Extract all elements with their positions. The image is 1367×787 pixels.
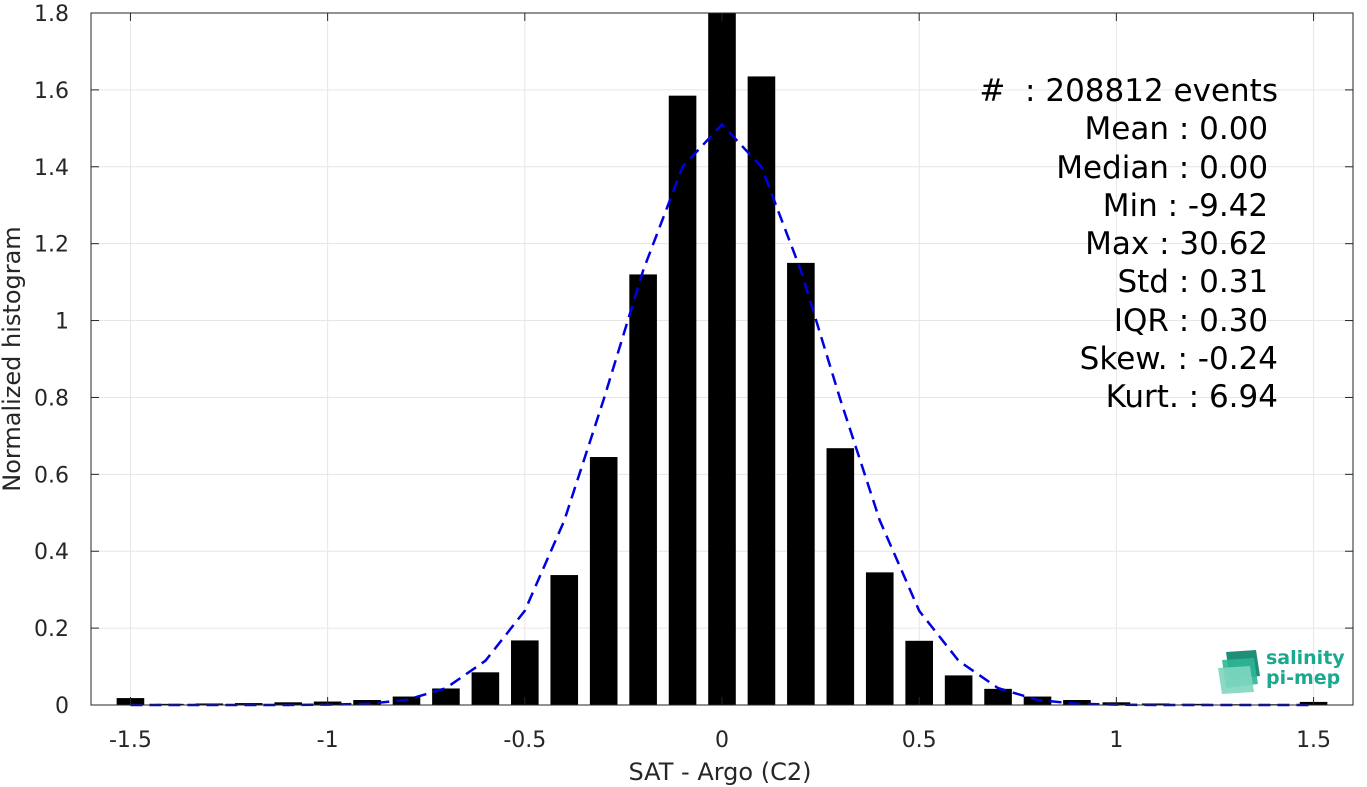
stat-max: Max : 30.62 bbox=[1085, 226, 1278, 263]
y-tick-label: 0.4 bbox=[34, 540, 69, 565]
y-axis-ticks: 0 0.2 0.4 0.6 0.8 1 1.2 1.4 1.6 1.8 bbox=[34, 2, 1353, 719]
histogram-bar bbox=[747, 76, 776, 705]
stat-skew: Skew. : -0.24 bbox=[1079, 341, 1278, 378]
y-tick-label: 0 bbox=[55, 694, 69, 719]
salinity-pimep-logo: salinity pi-mep bbox=[1216, 646, 1346, 694]
x-tick-label: 0 bbox=[715, 728, 729, 753]
histogram-bar bbox=[826, 448, 855, 705]
stat-std: Std : 0.31 bbox=[1117, 264, 1278, 301]
x-tick-label: 1.5 bbox=[1296, 728, 1331, 753]
histogram-bar bbox=[471, 672, 500, 705]
x-tick-label: -1 bbox=[317, 728, 339, 753]
histogram-bar bbox=[984, 688, 1012, 705]
histogram-bar bbox=[432, 688, 460, 705]
stat-kurt: Kurt. : 6.94 bbox=[1105, 379, 1278, 416]
logo-wave-icon bbox=[1218, 650, 1260, 694]
x-tick-label: 1 bbox=[1109, 728, 1123, 753]
stat-mean: Mean : 0.00 bbox=[1084, 111, 1278, 148]
logo-text-pimep: pi-mep bbox=[1266, 667, 1341, 689]
y-tick-label: 0.8 bbox=[34, 386, 69, 411]
histogram-bar bbox=[629, 274, 657, 705]
histogram-bar bbox=[353, 700, 381, 705]
y-tick-label: 1.6 bbox=[34, 79, 69, 104]
y-tick-label: 1.4 bbox=[34, 156, 69, 181]
stat-iqr: IQR : 0.30 bbox=[1113, 302, 1278, 339]
y-tick-label: 1 bbox=[55, 310, 69, 335]
y-tick-label: 1.8 bbox=[34, 2, 69, 27]
x-tick-label: -0.5 bbox=[503, 728, 546, 753]
histogram-bar bbox=[1063, 700, 1091, 705]
statistics-box: # : 208812 events Mean : 0.00 Median : 0… bbox=[940, 72, 1278, 417]
logo-text-salinity: salinity bbox=[1266, 647, 1345, 669]
x-tick-label: -1.5 bbox=[109, 728, 152, 753]
histogram-bar bbox=[787, 262, 815, 705]
y-tick-label: 0.2 bbox=[34, 617, 69, 642]
histogram-bar bbox=[905, 640, 933, 705]
histogram-bar bbox=[865, 572, 894, 705]
histogram-bar bbox=[274, 702, 302, 705]
histogram-bar bbox=[944, 675, 973, 705]
y-tick-label: 0.6 bbox=[34, 463, 69, 488]
x-tick-label: 0.5 bbox=[902, 728, 937, 753]
y-axis-label: Normalized histogram bbox=[0, 226, 26, 491]
histogram-bars bbox=[116, 13, 1328, 705]
x-axis-label: SAT - Argo (C2) bbox=[629, 758, 812, 786]
histogram-bar bbox=[708, 13, 736, 705]
stat-median: Median : 0.00 bbox=[1056, 149, 1278, 186]
histogram-bar bbox=[589, 457, 618, 705]
y-tick-label: 1.2 bbox=[34, 233, 69, 258]
histogram-bar bbox=[550, 575, 579, 705]
histogram-bar bbox=[1181, 703, 1210, 705]
stat-events: # : 208812 events bbox=[979, 73, 1278, 109]
x-axis-ticks: -1.5 -1 -0.5 0 0.5 1 1.5 bbox=[109, 13, 1331, 753]
histogram-bar bbox=[668, 95, 697, 705]
histogram-bar bbox=[511, 640, 539, 705]
stat-min: Min : -9.42 bbox=[1102, 187, 1278, 224]
